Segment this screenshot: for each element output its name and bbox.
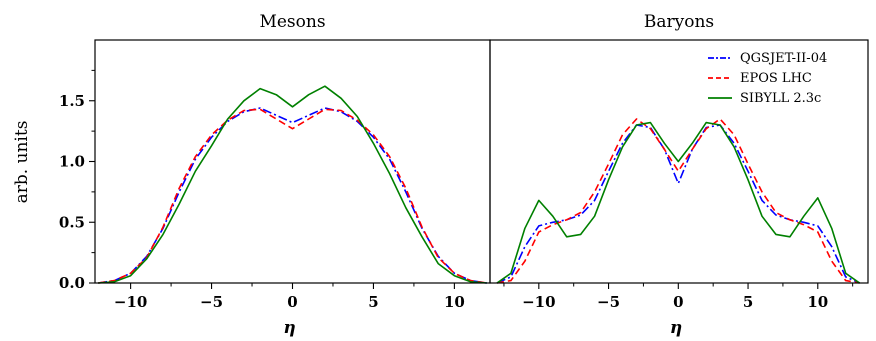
x-tick-label: 0	[287, 293, 297, 311]
y-tick-label: 0.5	[59, 213, 85, 231]
x-tick-label: 0	[673, 293, 683, 311]
panel-mesons: −10 −5 0 5 10 0.0 0.5 1.0 1.5 Mesons η	[59, 12, 491, 338]
x-tick-label: −10	[522, 293, 555, 311]
x-tick-label: 5	[368, 293, 378, 311]
legend-label: EPOS LHC	[740, 71, 812, 86]
series-line-epos-lhc	[98, 108, 487, 284]
series-line-qgsjet-ii-04	[98, 107, 487, 284]
y-axis-label: arb. units	[12, 121, 32, 204]
legend: QGSJET-II-04 EPOS LHC SIBYLL 2.3c	[708, 51, 827, 106]
x-tick-label: 5	[743, 293, 753, 311]
series-line-epos-lhc	[496, 118, 860, 284]
series-line-sibyll-2-3c	[98, 85, 487, 284]
series-line-qgsjet-ii-04	[496, 124, 860, 284]
y-tick-label: 1.0	[59, 153, 85, 171]
panel-baryons: −10 −5 0 5 10 Baryons η	[489, 12, 869, 338]
x-axis-label: η	[670, 318, 682, 338]
x-tick-label: −5	[597, 293, 620, 311]
x-tick-label: −5	[200, 293, 223, 311]
x-tick-label: 10	[444, 293, 465, 311]
y-tick-label: 1.5	[59, 92, 85, 110]
x-axis-label: η	[283, 318, 295, 338]
panel-title: Mesons	[259, 12, 325, 32]
panel-title: Baryons	[644, 12, 714, 32]
y-tick-label: 0.0	[59, 274, 85, 292]
x-tick-label: −10	[114, 293, 147, 311]
x-tick-label: 10	[807, 293, 828, 311]
plot-frame	[489, 39, 869, 284]
series-line-sibyll-2-3c	[496, 121, 861, 284]
legend-label: SIBYLL 2.3c	[740, 91, 821, 106]
legend-label: QGSJET-II-04	[740, 51, 827, 66]
